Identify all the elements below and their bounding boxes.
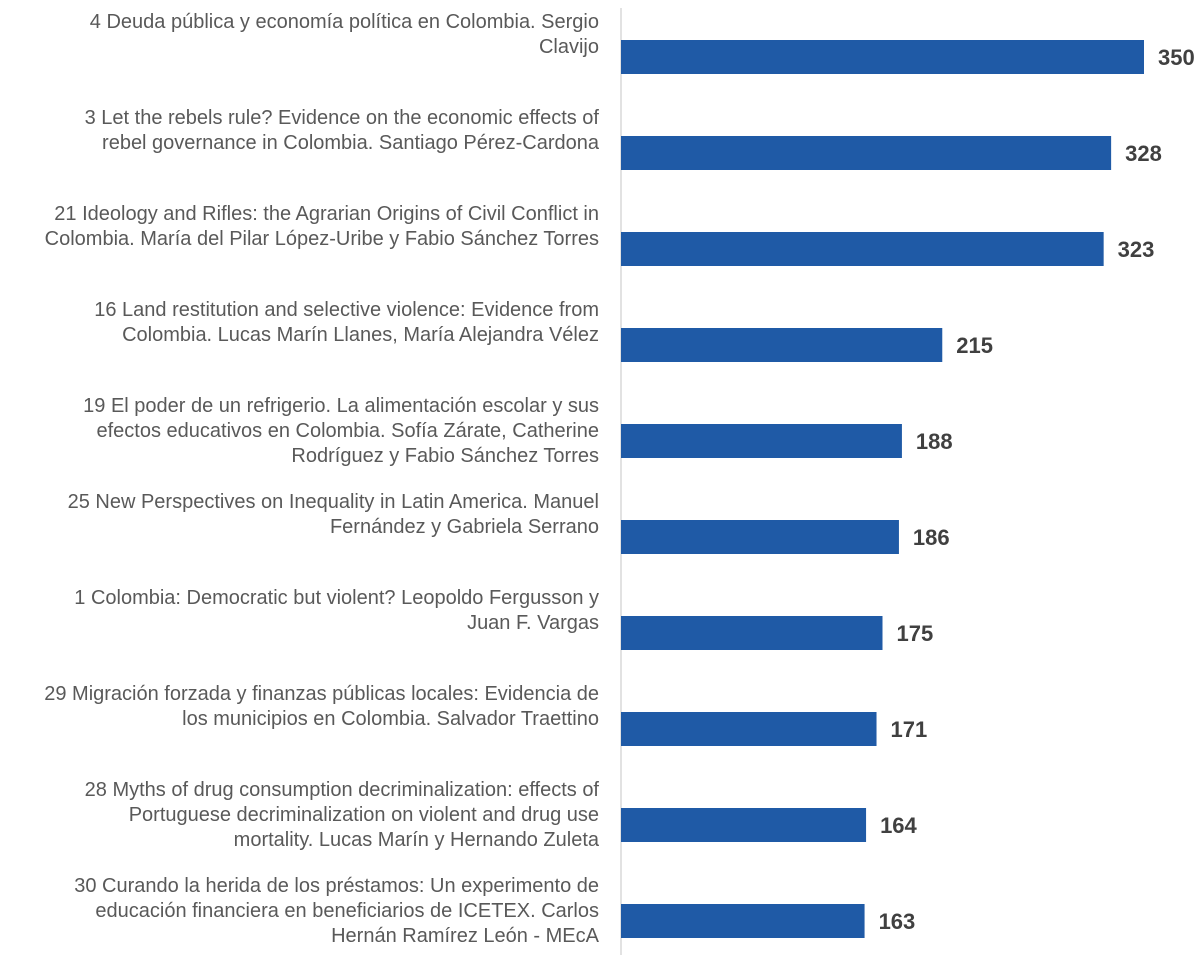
category-label-6-line-0: 1 Colombia: Democratic but violent? Leop… xyxy=(74,587,599,609)
category-label-3-line-1: Colombia. Lucas Marín Llanes, María Alej… xyxy=(122,324,599,346)
category-label-5-line-1: Fernández y Gabriela Serrano xyxy=(330,516,599,538)
value-label-5: 186 xyxy=(913,525,950,550)
value-label-6: 175 xyxy=(897,621,934,646)
bar-4 xyxy=(621,424,902,458)
category-label-8-line-0: 28 Myths of drug consumption decriminali… xyxy=(85,779,600,801)
value-label-2: 323 xyxy=(1118,237,1155,262)
category-labels: 4 Deuda pública y economía política en C… xyxy=(44,11,600,947)
value-label-3: 215 xyxy=(956,333,993,358)
value-label-7: 171 xyxy=(891,717,928,742)
category-label-0-line-1: Clavijo xyxy=(539,36,599,58)
category-label-4-line-0: 19 El poder de un refrigerio. La aliment… xyxy=(83,395,599,417)
bar-8 xyxy=(621,808,867,842)
category-label-4-line-1: efectos educativos en Colombia. Sofía Zá… xyxy=(97,420,600,442)
category-label-2-line-0: 21 Ideology and Rifles: the Agrarian Ori… xyxy=(54,203,599,225)
value-label-4: 188 xyxy=(916,429,953,454)
bar-1 xyxy=(621,136,1112,170)
category-label-3-line-0: 16 Land restitution and selective violen… xyxy=(94,299,599,321)
category-label-8-line-2: mortality. Lucas Marín y Hernando Zuleta xyxy=(234,829,600,851)
category-label-9-line-2: Hernán Ramírez León - MEcA xyxy=(331,925,600,947)
bar-7 xyxy=(621,712,877,746)
category-label-4-line-2: Rodríguez y Fabio Sánchez Torres xyxy=(291,445,599,467)
value-label-0: 350 xyxy=(1158,45,1195,70)
bar-3 xyxy=(621,328,943,362)
category-label-8-line-1: Portuguese decriminalization on violent … xyxy=(129,804,599,826)
value-label-9: 163 xyxy=(879,909,916,934)
value-labels: 350 328 323 215 188 186 175 171 164 163 xyxy=(879,45,1195,934)
category-label-0-line-0: 4 Deuda pública y economía política en C… xyxy=(90,11,599,33)
category-label-9-line-1: educación financiera en beneficiarios de… xyxy=(95,900,599,922)
category-label-5-line-0: 25 New Perspectives on Inequality in Lat… xyxy=(68,491,599,513)
category-label-1-line-1: rebel governance in Colombia. Santiago P… xyxy=(102,132,600,154)
bars xyxy=(621,40,1144,938)
bar-6 xyxy=(621,616,883,650)
value-label-1: 328 xyxy=(1125,141,1162,166)
bar-9 xyxy=(621,904,865,938)
category-label-6-line-1: Juan F. Vargas xyxy=(467,612,599,634)
bar-0 xyxy=(621,40,1144,74)
bar-2 xyxy=(621,232,1104,266)
value-label-8: 164 xyxy=(880,813,917,838)
category-label-2-line-1: Colombia. María del Pilar López-Uribe y … xyxy=(45,228,599,250)
category-label-9-line-0: 30 Curando la herida de los préstamos: U… xyxy=(74,875,599,897)
bar-5 xyxy=(621,520,899,554)
category-label-7-line-1: los municipios en Colombia. Salvador Tra… xyxy=(182,708,599,730)
category-label-1-line-0: 3 Let the rebels rule? Evidence on the e… xyxy=(85,107,600,129)
category-label-7-line-0: 29 Migración forzada y finanzas públicas… xyxy=(44,683,599,705)
